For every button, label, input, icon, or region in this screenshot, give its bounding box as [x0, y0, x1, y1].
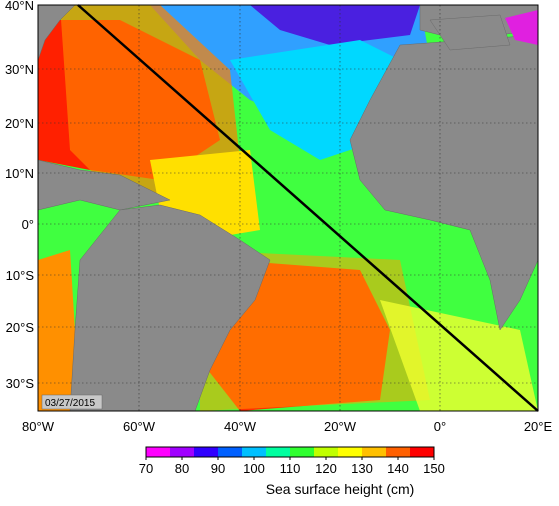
- date-stamp: 03/27/2015: [45, 398, 95, 409]
- longitude-label: 20°E: [524, 419, 553, 434]
- latitude-label: 10°N: [5, 166, 34, 181]
- map-frame: [37, 4, 539, 412]
- land-south-america: [69, 204, 271, 411]
- colorbar-segment: [410, 447, 435, 457]
- longitude-label: 60°W: [123, 419, 156, 434]
- grid-lines: [38, 5, 538, 411]
- land-africa: [349, 34, 538, 331]
- colorbar-segment: [290, 447, 315, 457]
- date-stamp-box: 03/27/2015: [41, 394, 103, 410]
- longitude-label: 0°: [434, 419, 446, 434]
- ssh-region-orange-ring: [60, 5, 240, 200]
- colorbar-tick-label: 90: [211, 461, 225, 476]
- date-stamp-background: [41, 394, 103, 410]
- land-masses: [38, 5, 538, 411]
- colorbar-segment: [146, 447, 171, 457]
- latitude-label: 40°N: [5, 0, 34, 13]
- colorbar-segment: [266, 447, 291, 457]
- colorbar-segment: [338, 447, 363, 457]
- colorbar-segment: [362, 447, 387, 457]
- colorbar-segment: [218, 447, 243, 457]
- mediterranean-purple: [505, 10, 538, 45]
- land-north-america: [38, 5, 76, 61]
- longitude-label: 40°W: [224, 419, 257, 434]
- colorbar-title: Sea surface height (cm): [266, 481, 415, 497]
- colorbar-segment: [386, 447, 411, 457]
- latitude-label: 30°S: [6, 376, 35, 391]
- colorbar-tick-label: 80: [175, 461, 189, 476]
- colorbar: [145, 446, 435, 458]
- latitude-label: 30°N: [5, 62, 34, 77]
- longitude-label: 80°W: [22, 419, 55, 434]
- ssh-region-pacific-west: [38, 250, 80, 411]
- latitude-labels: 40°N 30°N 20°N 10°N 0° 10°S 20°S 30°S: [5, 0, 34, 391]
- land-iberia-region: [429, 14, 511, 51]
- colorbar-tick-label: 120: [315, 461, 337, 476]
- colorbar-tick-label: 150: [423, 461, 445, 476]
- ssh-region-north-purple: [250, 5, 420, 45]
- colorbar-segment: [314, 447, 339, 457]
- colorbar-segment: [242, 447, 267, 457]
- colorbar-tick-label: 140: [387, 461, 409, 476]
- satellite-ground-track: [77, 4, 539, 412]
- longitude-label: 20°W: [324, 419, 357, 434]
- latitude-label: 20°N: [5, 116, 34, 131]
- latitude-label: 20°S: [6, 320, 35, 335]
- land-central-america: [38, 159, 171, 211]
- colorbar-tick-label: 130: [351, 461, 373, 476]
- colorbar-tick-label: 110: [280, 461, 301, 476]
- colorbar-segment: [170, 447, 195, 457]
- colorbar-tick-label: 70: [139, 461, 153, 476]
- latitude-label: 10°S: [6, 268, 35, 283]
- latitude-label: 0°: [22, 217, 34, 232]
- colorbar-tick-label: 100: [243, 461, 265, 476]
- colorbar-segment: [194, 447, 219, 457]
- map-area: [38, 5, 538, 411]
- longitude-labels: 80°W 60°W 40°W 20°W 0° 20°E: [22, 419, 552, 434]
- colorbar-tick-labels: 70 80 90 100 110 120 130 140 150: [139, 457, 445, 476]
